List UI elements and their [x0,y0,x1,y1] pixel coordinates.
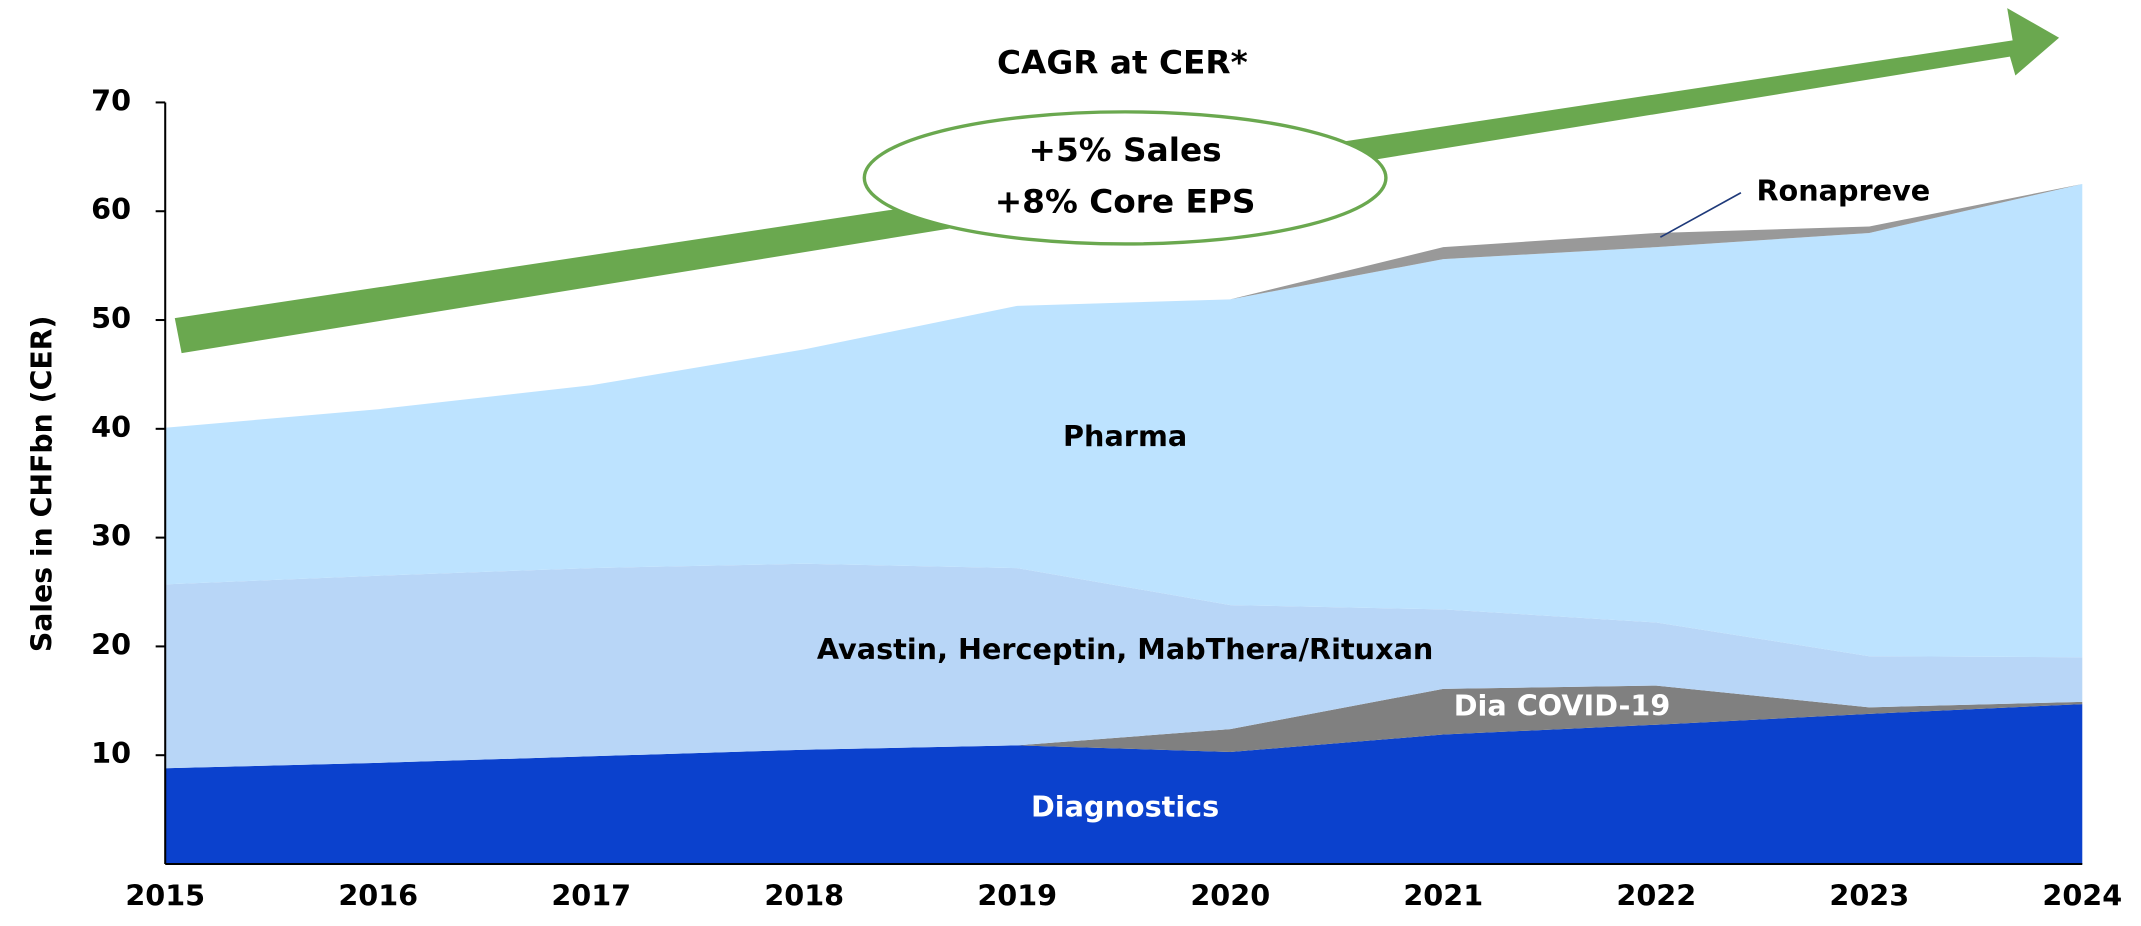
area [165,184,2083,658]
x-tick-label: 2020 [1190,880,1270,913]
series-label: Diagnostics [1031,791,1219,824]
x-tick-label: 2015 [125,880,205,913]
area [165,685,2083,769]
x-tick-label: 2023 [1829,880,1909,913]
series-label: Pharma [1063,420,1187,453]
x-tick-label: 2021 [1403,880,1483,913]
area [165,184,2083,428]
annotation: +5% Sales [1029,131,1222,169]
y-tick-label: 20 [91,629,131,662]
x-tick-label: 2017 [551,880,631,913]
y-tick-label: 60 [91,193,131,226]
series-label: Dia COVID-19 [1454,690,1671,723]
y-tick-label: 70 [91,85,131,118]
area [165,704,2083,864]
y-axis-label: Sales in CHFbn (CER) [26,316,59,653]
x-tick-label: 2018 [764,880,844,913]
leader-line [1659,192,1742,238]
y-tick-label: 10 [91,737,131,770]
x-tick-label: 2019 [977,880,1057,913]
series-label: Ronapreve [1756,175,1930,208]
cagr-ellipse [862,110,1388,246]
area [165,563,2083,769]
x-tick-label: 2024 [2042,880,2122,913]
x-tick-label: 2022 [1616,880,1696,913]
annotation: +8% Core EPS [995,183,1256,221]
series-label: Avastin, Herceptin, MabThera/Rituxan [817,633,1433,666]
y-tick-label: 50 [91,302,131,335]
chart-title: CAGR at CER* [997,44,1248,82]
x-tick-label: 2016 [338,880,418,913]
areas [165,184,2083,864]
y-tick-label: 30 [91,520,131,553]
y-tick-label: 40 [91,411,131,444]
